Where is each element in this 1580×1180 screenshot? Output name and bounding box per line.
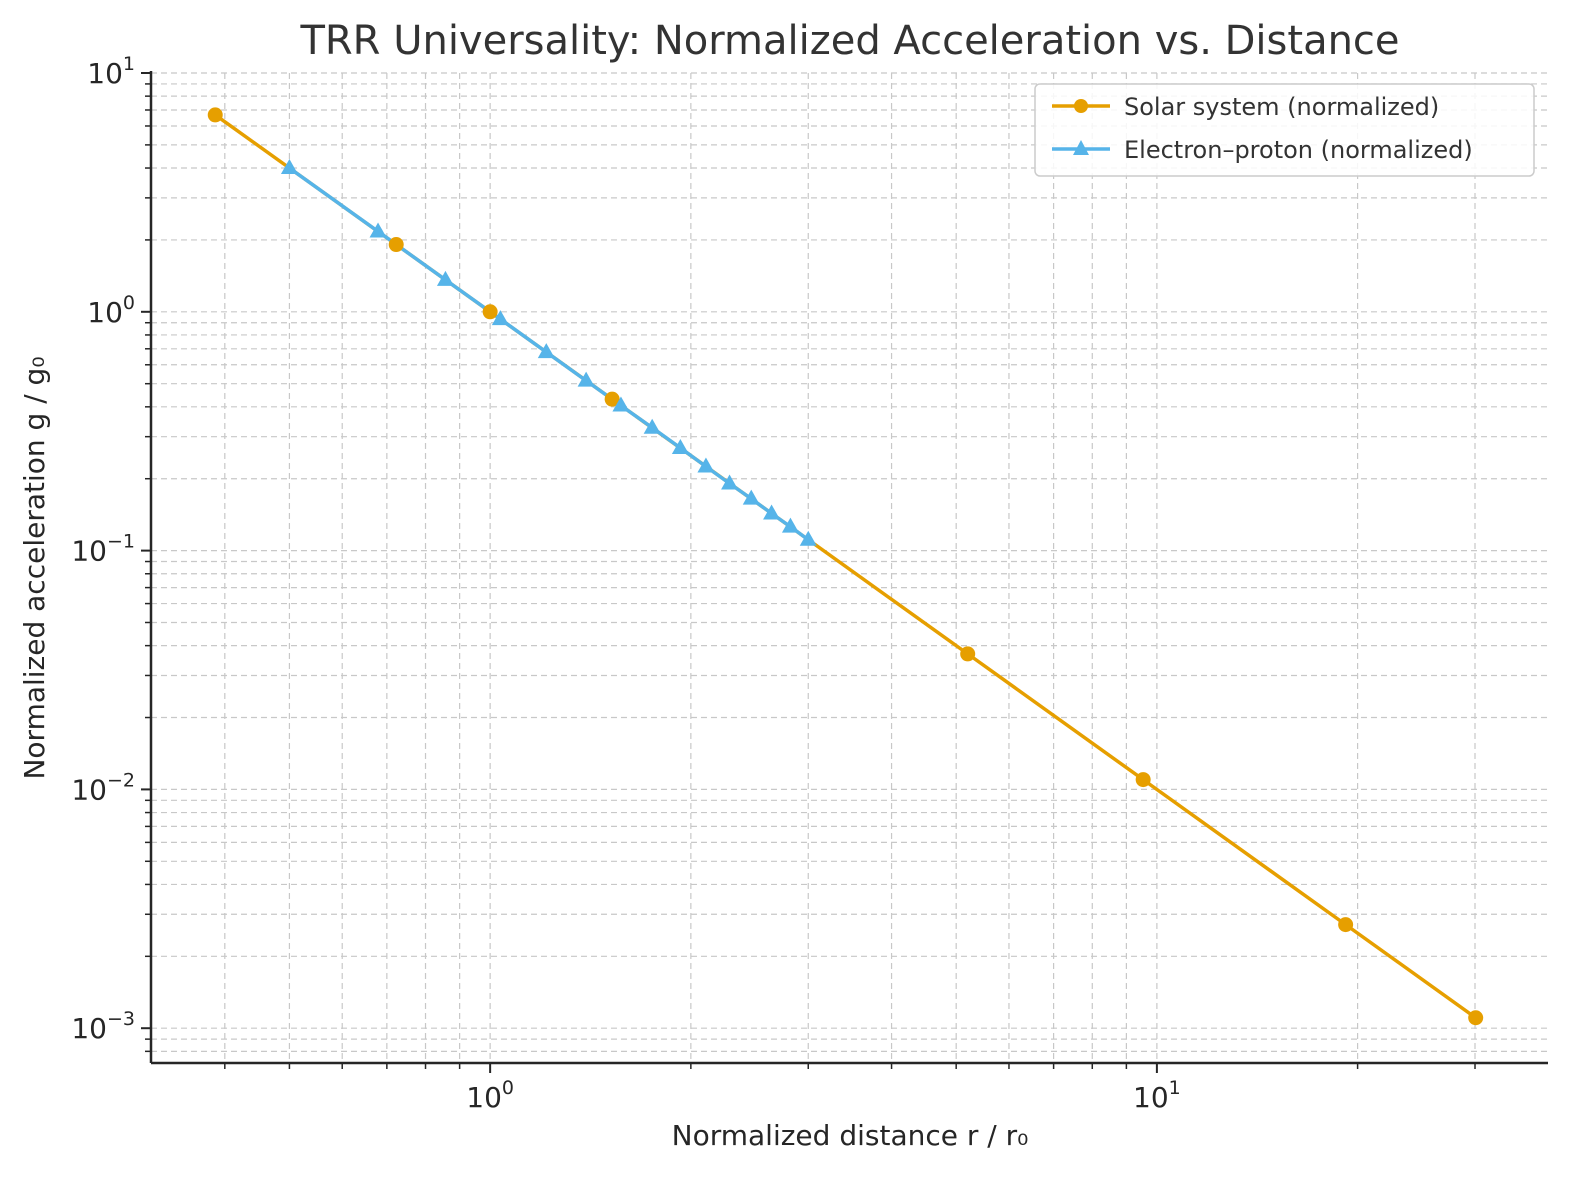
electron-point (643, 418, 661, 434)
solar-point (482, 304, 498, 320)
axes: 100 101 101 100 10−1 10−2 10−3 (71, 53, 1548, 1114)
electron-point (537, 343, 555, 359)
electron-point (799, 530, 817, 546)
y-tick-label: 100 (87, 292, 135, 329)
series-markers (207, 107, 1484, 1026)
electron-point (671, 438, 689, 454)
y-tick-label: 10−3 (71, 1008, 135, 1045)
x-tick-label: 100 (466, 1077, 514, 1114)
electron-point (280, 159, 298, 175)
solar-point (1338, 917, 1354, 933)
solar-point (1135, 772, 1151, 788)
legend-electron-label: Electron–proton (normalized) (1124, 136, 1473, 164)
electron-point (742, 489, 760, 505)
legend: Solar system (normalized) Electron–proto… (1034, 83, 1535, 177)
electron-point (721, 474, 739, 490)
electron-point (781, 517, 799, 533)
electron-point (369, 222, 387, 238)
x-axis-label: Normalized distance r / r₀ (672, 1119, 1029, 1152)
legend-box (1034, 83, 1535, 177)
y-axis-label: Normalized acceleration g / g₀ (18, 356, 51, 779)
series-lines (214, 113, 1477, 1020)
grid (151, 72, 1548, 1063)
solar-point (388, 237, 404, 253)
electron-point (612, 396, 630, 412)
legend-solar-marker (1074, 99, 1088, 113)
legend-solar-label: Solar system (normalized) (1124, 93, 1439, 121)
electron-point (763, 504, 781, 520)
electron-point (436, 270, 454, 286)
x-tick-label: 101 (1133, 1077, 1181, 1114)
chart-title: TRR Universality: Normalized Acceleratio… (299, 18, 1399, 64)
solar-point (604, 391, 620, 407)
solar-point (1468, 1010, 1484, 1026)
y-tick-label: 10−2 (71, 769, 135, 806)
legend-electron-marker (1073, 140, 1089, 155)
solar-point (207, 107, 223, 123)
solar-point (960, 646, 976, 662)
y-tick-label: 10−1 (71, 531, 135, 568)
electron-point (491, 310, 509, 326)
electron-point (697, 457, 715, 473)
y-tick-label: 101 (87, 53, 135, 90)
electron-point (577, 371, 595, 387)
